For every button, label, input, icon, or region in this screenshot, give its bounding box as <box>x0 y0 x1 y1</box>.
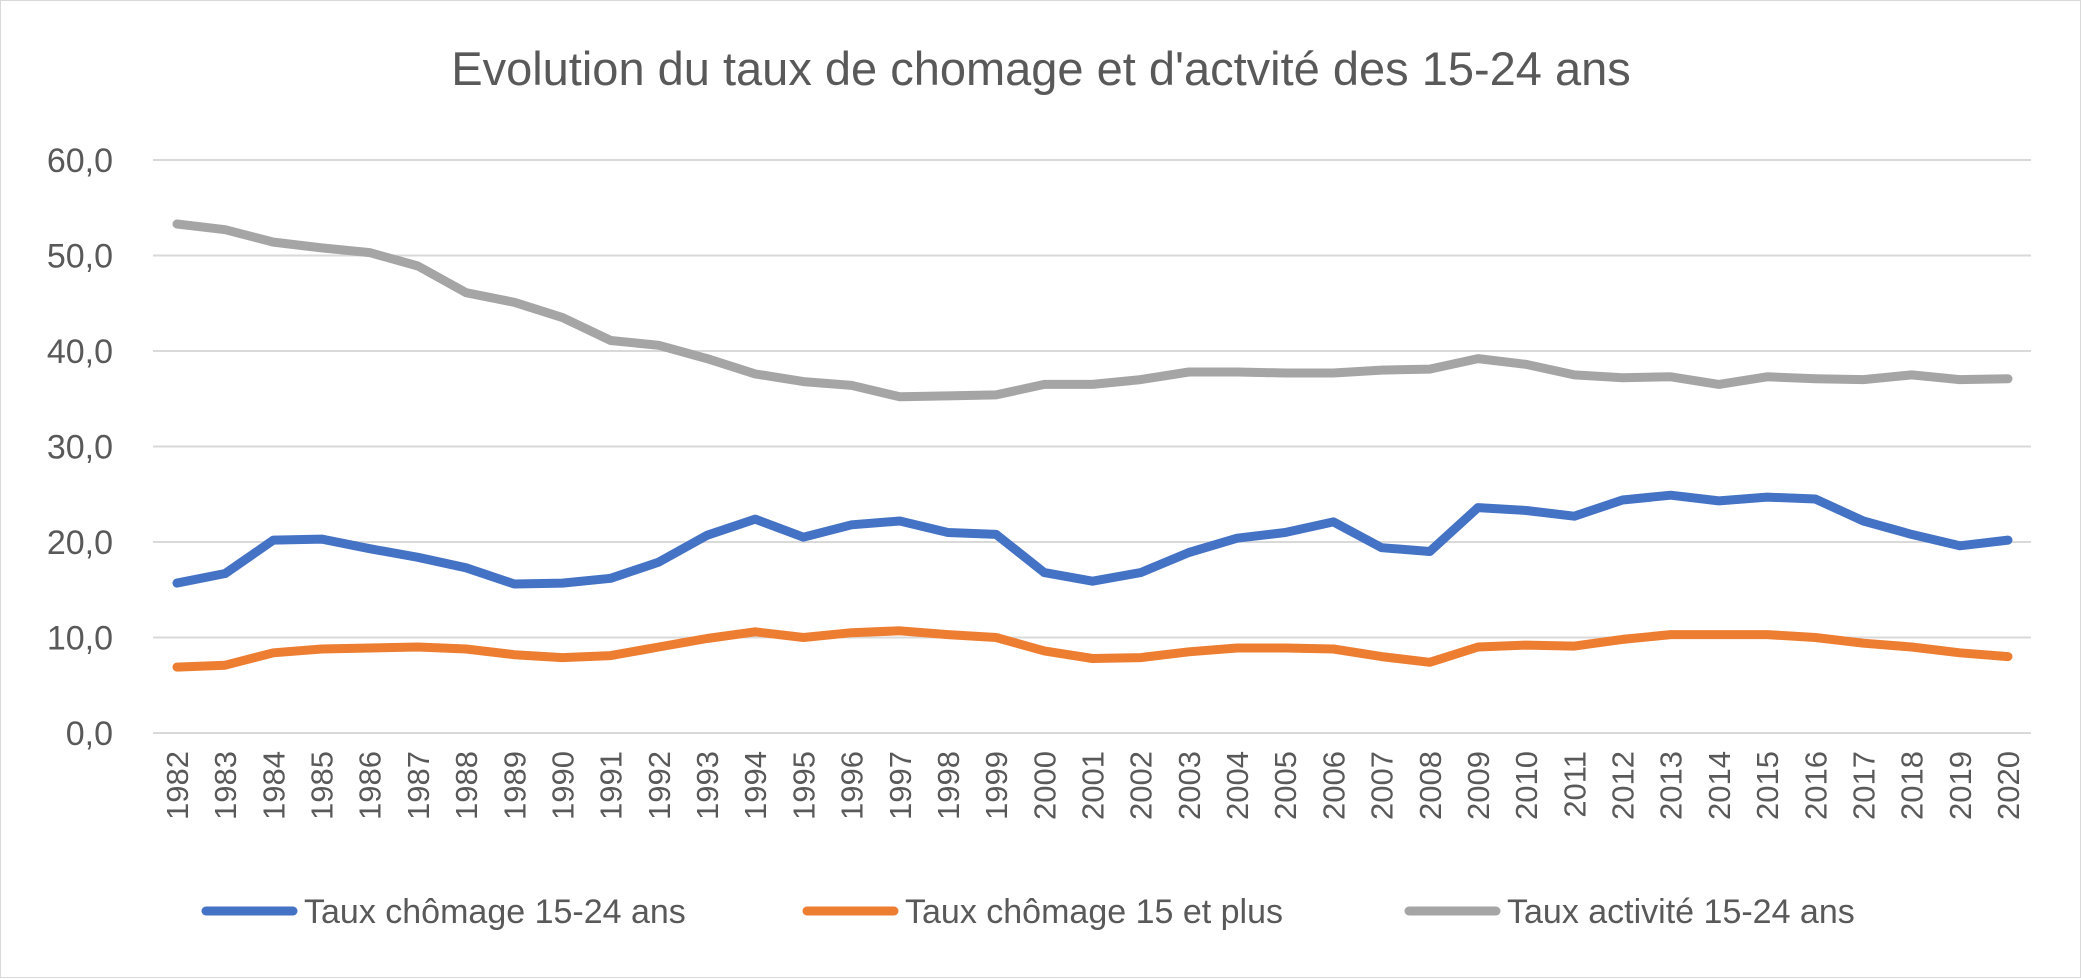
legend: Taux chômage 15-24 ans Taux chômage 15 et… <box>201 893 1855 931</box>
x-tick-label: 1999 <box>979 751 1014 820</box>
x-tick-label: 2014 <box>1702 751 1737 820</box>
series-lines <box>172 219 2013 672</box>
y-axis-tick-labels: 0,0 10,0 20,0 30,0 40,0 50,0 60,0 <box>47 142 113 753</box>
legend-label: Taux chômage 15 et plus <box>905 893 1283 931</box>
x-tick-label: 1998 <box>931 751 966 820</box>
x-tick-label: 2001 <box>1076 751 1111 820</box>
x-tick-label: 2013 <box>1654 751 1689 820</box>
x-tick-label: 2015 <box>1750 751 1785 820</box>
x-tick-label: 1996 <box>835 751 870 820</box>
x-tick-label: 1989 <box>497 751 532 820</box>
x-tick-label: 2011 <box>1557 751 1592 818</box>
series-line-1 <box>172 490 2013 589</box>
x-tick-label: 2006 <box>1316 751 1351 820</box>
x-tick-label: 1992 <box>642 751 677 820</box>
x-tick-label: 2016 <box>1798 751 1833 820</box>
x-tick-label: 2020 <box>1991 751 2026 820</box>
x-tick-label: 1993 <box>690 751 725 820</box>
y-tick-label: 20,0 <box>47 524 113 562</box>
x-tick-label: 2019 <box>1943 751 1978 820</box>
series-line-3 <box>172 219 2013 402</box>
x-tick-label: 1991 <box>594 751 629 820</box>
y-tick-label: 0,0 <box>66 715 113 753</box>
x-tick-label: 2004 <box>1220 751 1255 820</box>
x-tick-label: 2000 <box>1027 751 1062 820</box>
y-tick-label: 50,0 <box>47 238 113 276</box>
x-tick-label: 2008 <box>1413 751 1448 820</box>
x-tick-label: 1997 <box>883 751 918 820</box>
x-tick-label: 2003 <box>1172 751 1207 820</box>
y-tick-label: 60,0 <box>47 142 113 180</box>
y-tick-label: 10,0 <box>47 620 113 658</box>
x-tick-label: 1994 <box>738 751 773 820</box>
x-tick-label: 2005 <box>1268 751 1303 820</box>
legend-label: Taux chômage 15-24 ans <box>304 893 686 931</box>
x-tick-label: 1983 <box>208 751 243 820</box>
x-tick-label: 2012 <box>1606 751 1641 820</box>
x-tick-label: 1982 <box>160 751 195 820</box>
x-tick-label: 2018 <box>1895 751 1930 820</box>
x-tick-label: 2009 <box>1461 751 1496 820</box>
x-axis-tick-labels: 1982 1983 1984 1985 1986 1987 1988 1989 1990 1991… <box>160 751 2026 820</box>
x-tick-label: 2010 <box>1509 751 1544 820</box>
x-tick-label: 1984 <box>256 751 291 820</box>
gridlines <box>153 159 2031 734</box>
x-tick-label: 1985 <box>305 751 340 820</box>
y-tick-label: 30,0 <box>47 429 113 467</box>
y-tick-label: 40,0 <box>47 333 113 371</box>
x-tick-label: 1988 <box>449 751 484 820</box>
legend-label: Taux activité 15-24 ans <box>1507 893 1855 931</box>
x-tick-label: 1987 <box>401 751 436 820</box>
chart-title: Evolution du taux de chomage et d'actvit… <box>451 42 1631 95</box>
series-line-2 <box>172 626 2013 672</box>
x-tick-label: 1986 <box>353 751 388 820</box>
x-tick-label: 2002 <box>1124 751 1159 820</box>
x-tick-label: 2007 <box>1365 751 1400 820</box>
x-tick-label: 2017 <box>1846 751 1881 820</box>
x-tick-label: 1990 <box>545 751 580 820</box>
x-tick-label: 1995 <box>786 751 821 820</box>
